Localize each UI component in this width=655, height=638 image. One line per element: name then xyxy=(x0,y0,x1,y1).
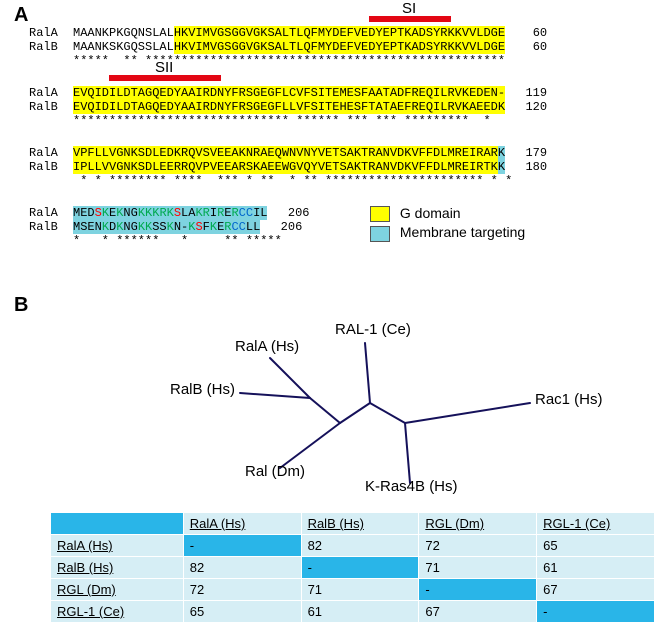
legend-g-label: G domain xyxy=(400,205,461,221)
legend-g-domain: G domain xyxy=(370,205,525,222)
row-header: RalA (Hs) xyxy=(51,535,184,557)
legend: G domain Membrane targeting xyxy=(370,205,525,242)
table-cell: - xyxy=(183,535,301,557)
consensus-row: ****************************** ****** **… xyxy=(29,114,505,128)
table-cell: - xyxy=(537,601,655,623)
consensus-row: ***** ** *******************************… xyxy=(29,54,505,68)
tree-label-kras: K-Ras4B (Hs) xyxy=(365,478,458,495)
sequence-row: RalBEVQIDILDTAGQEDYAAIRDNYFRSGEGFLLVFSIT… xyxy=(29,100,547,114)
sequence-row: RalAVPFLLVGNKSDLEDKRQVSVEEAKNRAEQWNVNYVE… xyxy=(29,146,547,160)
sequence-row: RalBMAANKSKGQSSLALHKVIMVGSGGVGKSALTLQFMY… xyxy=(29,40,547,54)
consensus-row: * * ****** * ** ***** xyxy=(29,234,282,248)
sequence-row: RalBIPLLVVGNKSDLEERRQVPVEEARSKAEEWGVQYVE… xyxy=(29,160,547,174)
table-cell: 82 xyxy=(183,557,301,579)
sequence-row: RalAMAANKPKGQNSLALHKVIMVGSGGVGKSALTLQFMY… xyxy=(29,26,547,40)
table-row: RGL-1 (Ce)656167- xyxy=(51,601,655,623)
table-cell: 61 xyxy=(301,601,419,623)
table-header-row: RalA (Hs)RalB (Hs)RGL (Dm)RGL-1 (Ce) xyxy=(51,513,655,535)
table-cell: 71 xyxy=(419,557,537,579)
sequence-row: RalAEVQIDILDTAGQEDYAAIRDNYFRSGEGFLCVFSIT… xyxy=(29,86,547,100)
table-cell: 72 xyxy=(419,535,537,557)
table-cell: 65 xyxy=(537,535,655,557)
col-header: RalA (Hs) xyxy=(183,513,301,535)
row-header: RalB (Hs) xyxy=(51,557,184,579)
legend-swatch-m xyxy=(370,226,390,242)
legend-swatch-g xyxy=(370,206,390,222)
table-cell: - xyxy=(301,557,419,579)
col-header: RGL (Dm) xyxy=(419,513,537,535)
table-cell: 65 xyxy=(183,601,301,623)
table-cell: 61 xyxy=(537,557,655,579)
sequence-row: RalBMSENKDKNGKKSSKN-KSFKERCCLL206 xyxy=(29,220,302,234)
si-label: SI xyxy=(402,0,416,17)
tree-label-ral1: RAL-1 (Ce) xyxy=(335,321,411,338)
table-cell: 67 xyxy=(537,579,655,601)
table-cell: 67 xyxy=(419,601,537,623)
tree-label-rala: RalA (Hs) xyxy=(235,338,299,355)
panel-a-label: A xyxy=(14,4,28,27)
legend-m-target: Membrane targeting xyxy=(370,224,525,241)
col-header: RGL-1 (Ce) xyxy=(537,513,655,535)
row-header: RGL (Dm) xyxy=(51,579,184,601)
tree-label-rac1: Rac1 (Hs) xyxy=(535,391,603,408)
sequence-row: RalAMEDSKEKNGKKKRKSLAKRIRERCCIL206 xyxy=(29,206,309,220)
table-row: RalB (Hs)82-7161 xyxy=(51,557,655,579)
table-row: RalA (Hs)-827265 xyxy=(51,535,655,557)
legend-m-label: Membrane targeting xyxy=(400,224,525,240)
table-cell: 82 xyxy=(301,535,419,557)
table-cell: 71 xyxy=(301,579,419,601)
identity-table: RalA (Hs)RalB (Hs)RGL (Dm)RGL-1 (Ce)RalA… xyxy=(50,512,655,623)
row-header: RGL-1 (Ce) xyxy=(51,601,184,623)
table-cell: - xyxy=(419,579,537,601)
panel-b-label: B xyxy=(14,294,28,317)
tree-label-ralb: RalB (Hs) xyxy=(170,381,235,398)
table-cell: 72 xyxy=(183,579,301,601)
tree-label-raldm: Ral (Dm) xyxy=(245,463,305,480)
table-row: RGL (Dm)7271-67 xyxy=(51,579,655,601)
col-header: RalB (Hs) xyxy=(301,513,419,535)
consensus-row: * * ******** **** *** * ** * ** ********… xyxy=(29,174,512,188)
